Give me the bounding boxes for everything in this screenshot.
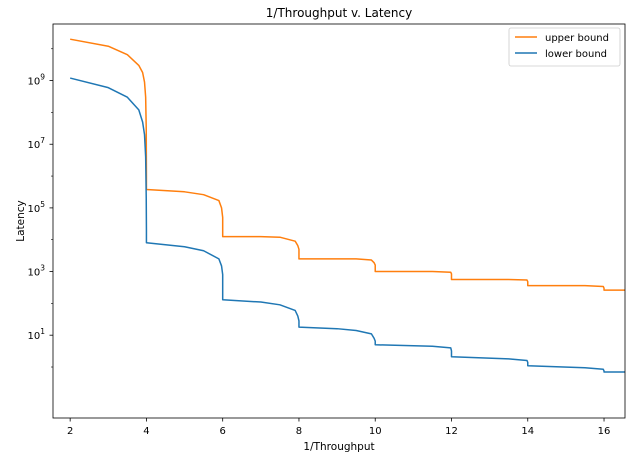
x-tick-label: 6 <box>220 426 226 437</box>
x-tick-label: 14 <box>521 426 534 437</box>
y-tick-label: 101 <box>27 327 45 342</box>
legend-label-lower-bound: lower bound <box>545 49 607 60</box>
x-tick-label: 12 <box>445 426 458 437</box>
x-tick-label: 2 <box>67 426 73 437</box>
plot-frame <box>52 23 626 419</box>
x-tick-label: 8 <box>296 426 302 437</box>
x-axis-label: 1/Throughput <box>303 441 374 452</box>
y-axis-label: Latency <box>15 200 27 242</box>
x-tick-label: 4 <box>143 426 149 437</box>
legend: upper bound lower bound <box>508 27 621 67</box>
chart-title: 1/Throughput v. Latency <box>266 6 412 20</box>
series-line-lower-bound <box>69 77 625 373</box>
y-tick-label: 109 <box>27 73 45 88</box>
x-tick-label: 16 <box>598 426 611 437</box>
y-tick-label: 105 <box>27 200 45 215</box>
y-tick-label: 107 <box>27 136 45 151</box>
series-line-upper-bound <box>70 38 625 291</box>
y-axis: 101 103 105 107 109 <box>27 48 53 368</box>
legend-label-upper-bound: upper bound <box>545 33 609 44</box>
y-tick-label: 103 <box>27 264 45 279</box>
series-layer <box>69 38 625 373</box>
x-tick-label: 10 <box>369 426 382 437</box>
x-axis: 2 4 6 8 10 12 14 16 <box>67 418 610 437</box>
